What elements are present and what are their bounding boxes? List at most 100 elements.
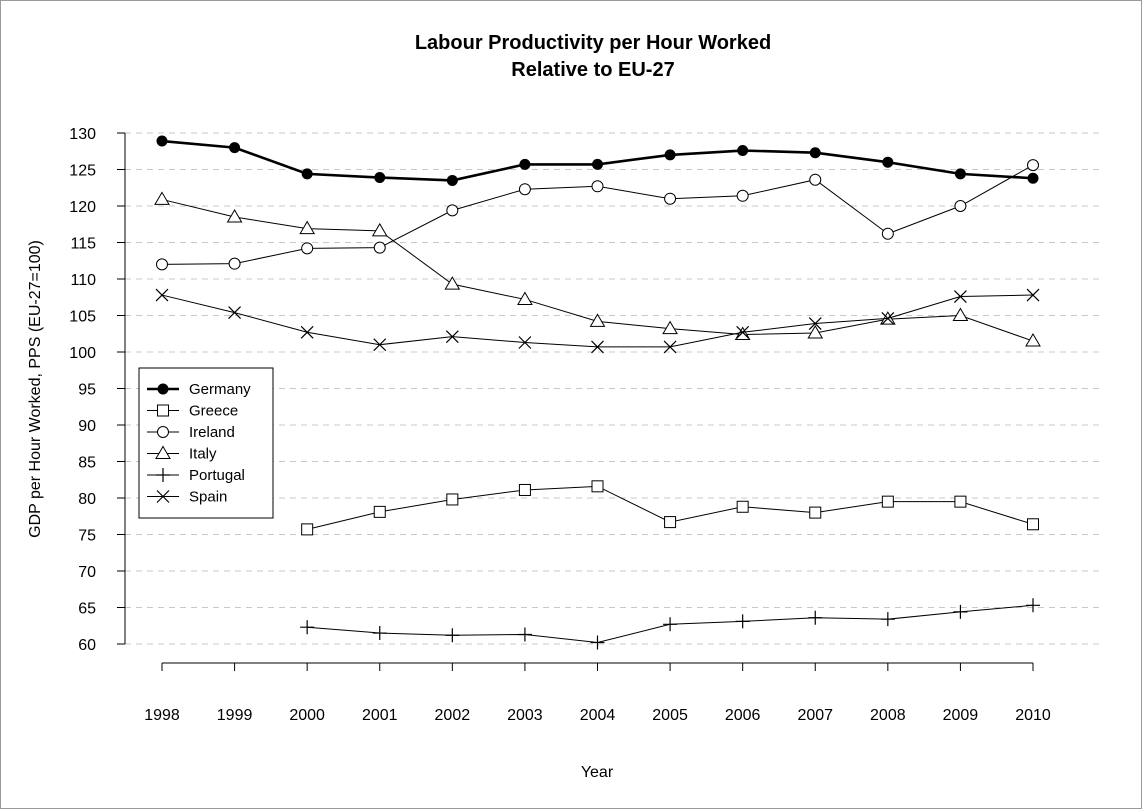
x-tick-label: 2000 <box>289 707 325 724</box>
y-tick-label: 70 <box>78 564 96 581</box>
legend-label-ireland: Ireland <box>189 424 235 441</box>
data-point-ireland <box>881 227 894 240</box>
legend-marker-spain <box>156 490 170 503</box>
data-point-greece <box>881 495 894 508</box>
legend-marker-greece <box>157 404 169 417</box>
data-point-italy <box>1025 333 1041 347</box>
data-point-ireland <box>664 192 677 205</box>
data-point-spain <box>445 330 459 344</box>
x-tick-label: 2003 <box>507 707 543 724</box>
data-point-spain <box>808 317 822 330</box>
data-point-portugal <box>300 620 315 635</box>
data-point-greece <box>446 493 459 506</box>
data-point-ireland <box>301 242 314 255</box>
data-point-italy <box>952 307 969 321</box>
x-tick-label: 2010 <box>1015 707 1051 724</box>
x-tick-label: 2007 <box>797 707 833 724</box>
data-point-ireland <box>809 173 822 186</box>
data-point-germany <box>229 142 241 154</box>
data-point-germany <box>519 158 531 170</box>
data-point-italy <box>371 222 388 237</box>
y-tick-label: 105 <box>69 309 96 326</box>
legend-label-spain: Spain <box>189 489 227 506</box>
data-point-germany <box>1027 172 1039 184</box>
series-germany <box>156 135 1039 186</box>
y-tick-label: 130 <box>69 126 96 143</box>
data-point-spain <box>953 290 967 303</box>
x-axis-label: Year <box>581 764 614 781</box>
data-point-italy <box>662 320 678 335</box>
y-tick-label: 90 <box>78 418 96 435</box>
data-point-ireland <box>736 189 749 202</box>
data-point-greece <box>809 506 822 519</box>
chart-title: Labour Productivity per Hour Worked <box>415 32 771 54</box>
x-tick-label: 2004 <box>580 707 616 724</box>
legend: Germany Greece Ireland Italy Portugal Spain <box>138 367 274 519</box>
data-point-germany <box>374 172 386 184</box>
series-portugal <box>300 598 1040 650</box>
data-point-germany <box>592 158 603 170</box>
legend-marker-italy <box>155 445 171 459</box>
series-italy <box>154 191 1041 347</box>
data-point-ireland <box>518 183 531 196</box>
x-tick-label: 2006 <box>725 707 761 724</box>
y-tick-label: 115 <box>70 236 96 253</box>
x-tick-label: 2005 <box>652 707 688 724</box>
x-tick-label: 1999 <box>217 707 253 724</box>
x-tick-label: 2008 <box>870 707 906 724</box>
y-tick-label: 75 <box>78 528 96 545</box>
data-point-greece <box>736 500 749 513</box>
data-point-spain <box>1026 288 1040 302</box>
series-greece <box>301 480 1039 536</box>
data-point-ireland <box>591 180 604 193</box>
data-point-spain <box>591 340 604 354</box>
data-point-portugal <box>372 626 387 641</box>
data-point-germany <box>882 156 894 168</box>
y-tick-label: 110 <box>70 272 96 289</box>
data-point-italy <box>589 313 606 327</box>
data-point-italy <box>299 220 316 235</box>
x-tick-label: 1998 <box>144 707 180 724</box>
y-tick-label: 95 <box>78 382 96 399</box>
data-point-greece <box>954 495 967 508</box>
data-point-ireland <box>446 204 459 217</box>
data-point-germany <box>301 168 313 180</box>
y-tick-label: 85 <box>78 455 96 472</box>
data-point-portugal <box>663 617 678 632</box>
data-point-greece <box>664 516 677 529</box>
legend-label-greece: Greece <box>189 403 238 420</box>
data-point-germany <box>954 168 966 180</box>
y-tick-label: 100 <box>69 345 96 362</box>
y-tick-label: 120 <box>69 199 96 216</box>
series-spain <box>155 288 1040 354</box>
data-point-portugal <box>808 610 823 625</box>
y-axis-label: GDP per Hour Worked, PPS (EU-27=100) <box>27 240 44 538</box>
data-point-portugal <box>735 614 750 629</box>
data-point-germany <box>737 145 749 157</box>
legend-label-portugal: Portugal <box>189 467 245 484</box>
data-point-portugal <box>1026 598 1040 613</box>
y-tick-label: 125 <box>69 163 96 180</box>
y-tick-label: 65 <box>78 601 96 618</box>
series-line-ireland <box>161 164 1034 265</box>
data-point-germany <box>664 149 676 161</box>
data-point-portugal <box>953 604 968 619</box>
data-point-portugal <box>590 635 605 650</box>
data-point-italy <box>517 291 533 305</box>
data-point-portugal <box>517 627 532 642</box>
data-point-ireland <box>156 258 168 271</box>
data-point-germany <box>809 147 821 159</box>
data-point-greece <box>518 483 531 496</box>
legend-label-italy: Italy <box>189 446 217 463</box>
data-point-germany <box>156 135 168 147</box>
data-point-ireland <box>1027 159 1039 172</box>
data-point-spain <box>300 325 314 339</box>
data-point-greece <box>373 505 386 518</box>
x-tick-label: 2001 <box>362 707 398 724</box>
gridlines <box>125 132 1099 645</box>
data-point-italy <box>226 208 243 223</box>
data-point-ireland <box>373 241 386 254</box>
legend-marker-ireland <box>157 426 169 438</box>
